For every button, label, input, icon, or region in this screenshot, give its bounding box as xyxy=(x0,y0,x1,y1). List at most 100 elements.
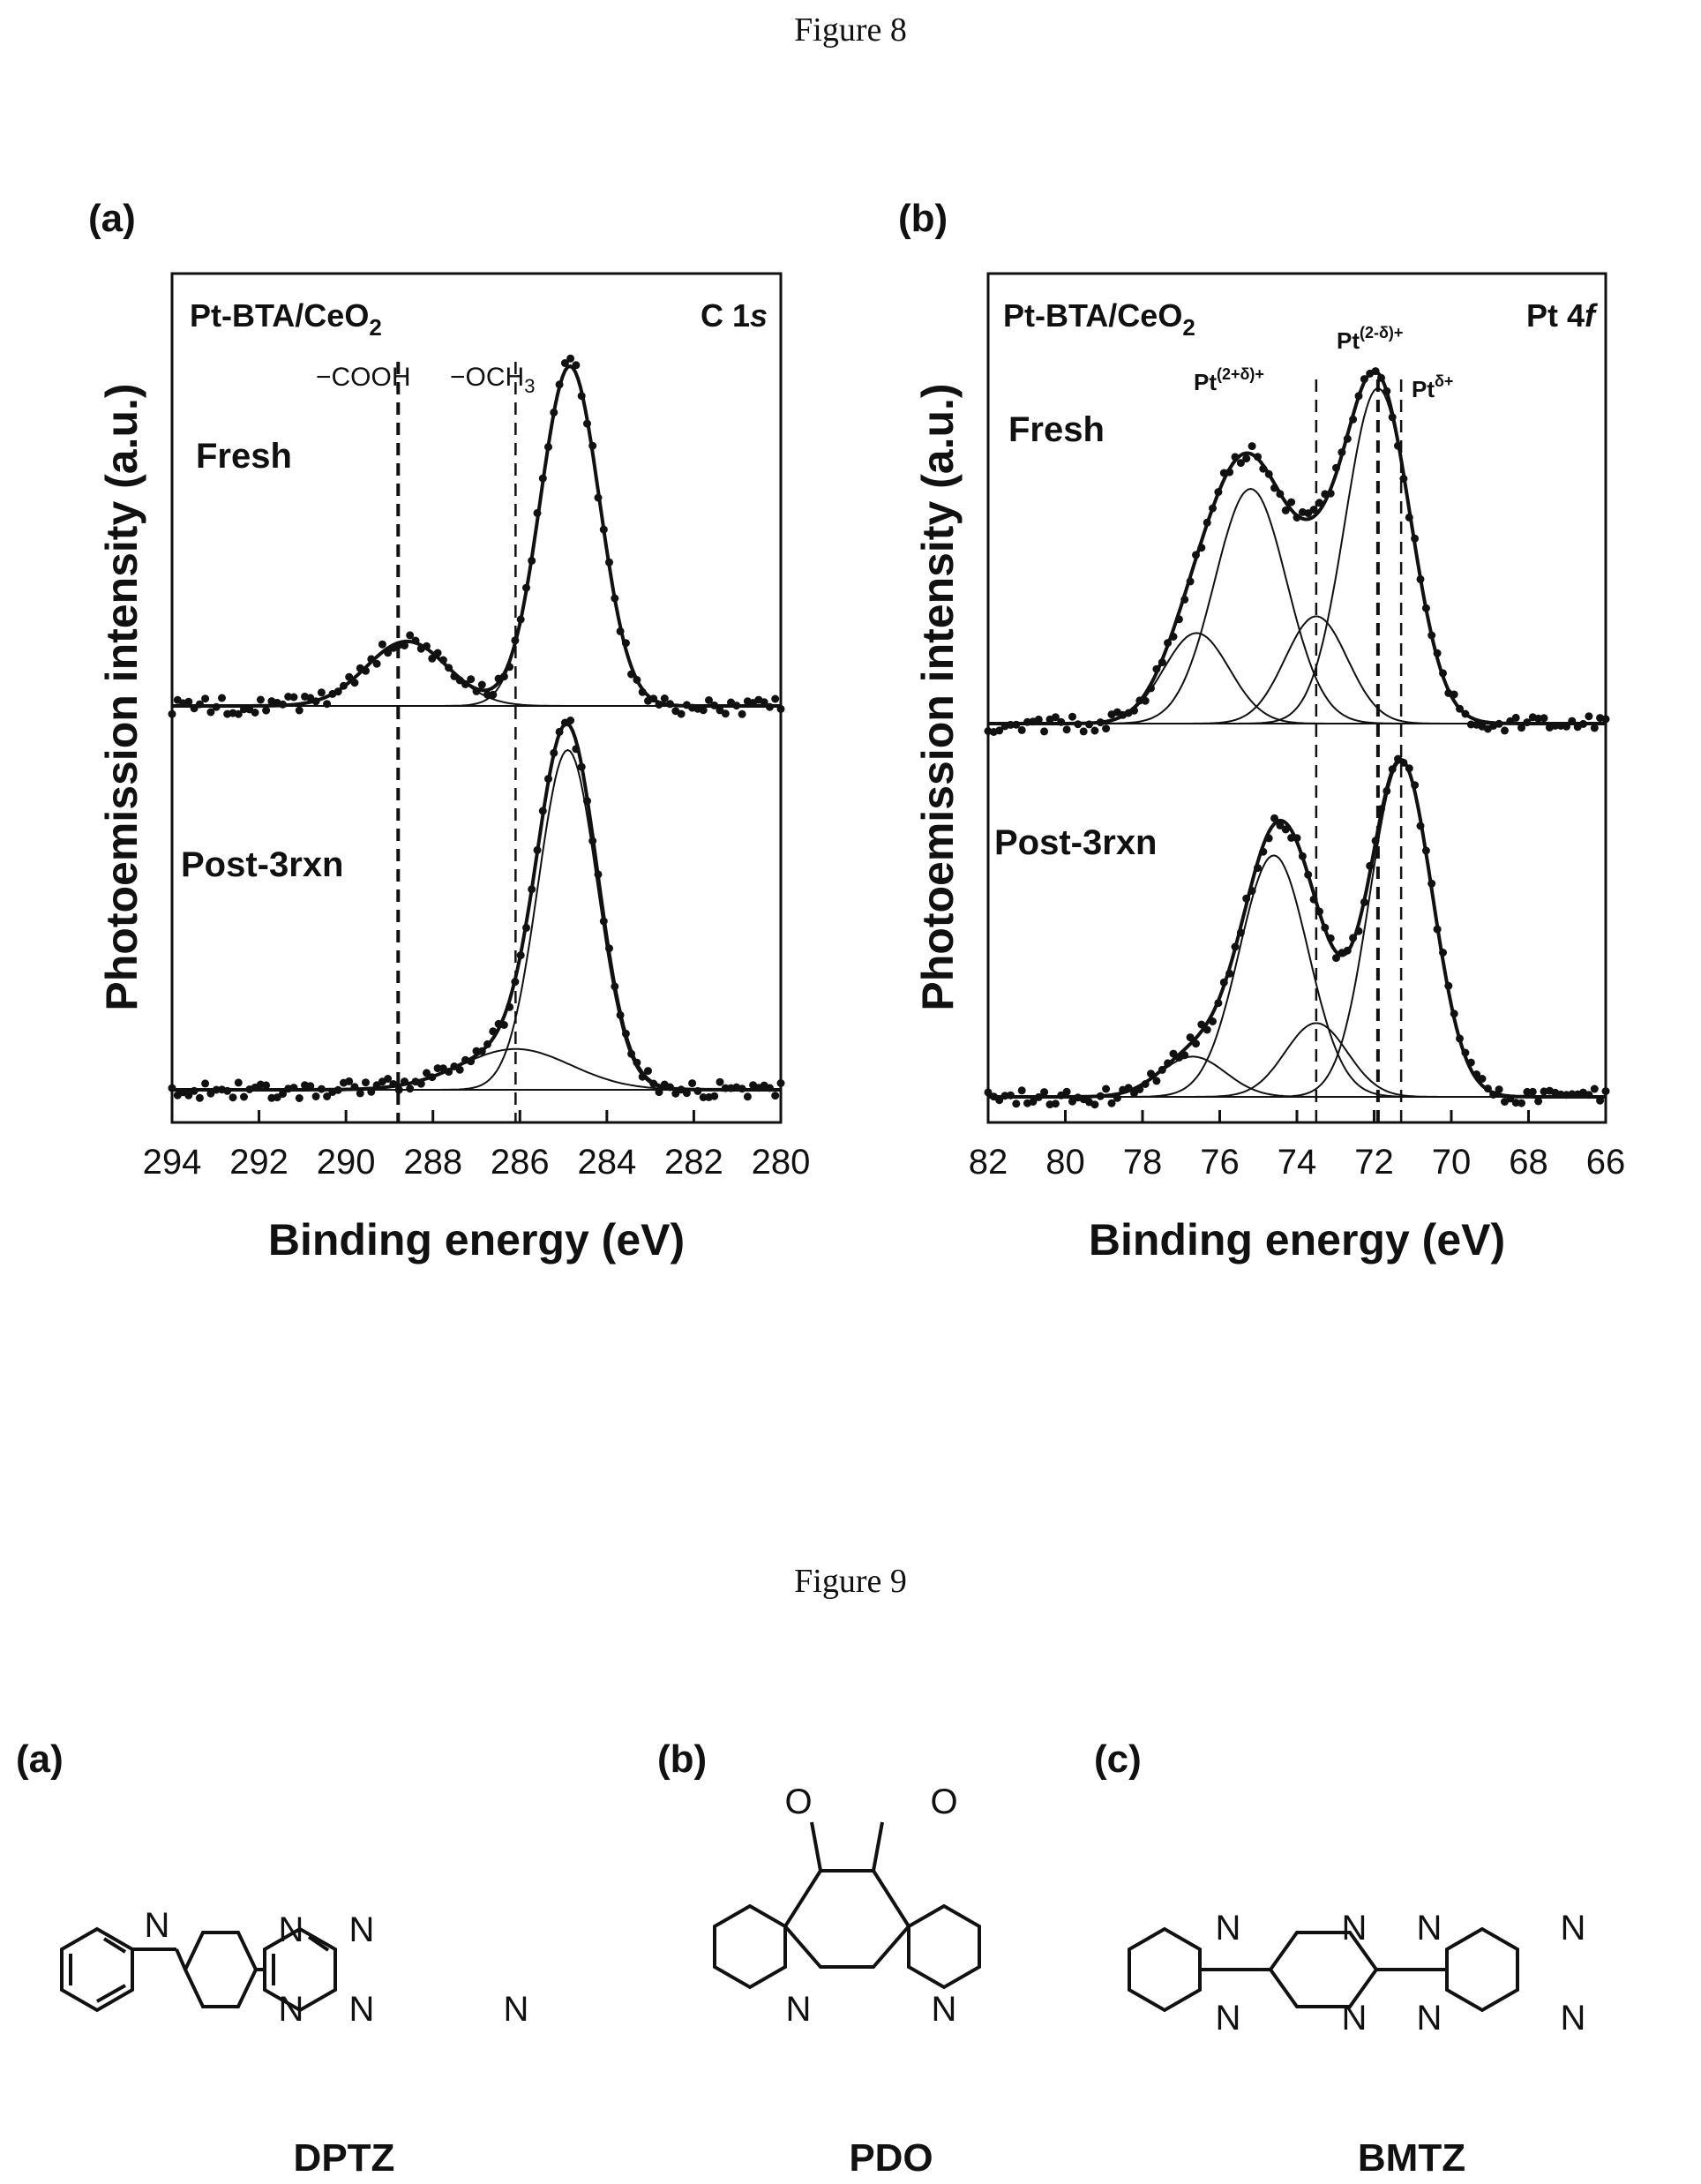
data-point xyxy=(1461,709,1470,718)
data-point xyxy=(416,1079,425,1088)
data-point xyxy=(345,672,354,681)
envelope-fit xyxy=(172,364,781,708)
annotation-cooh: −COOH xyxy=(316,363,411,392)
data-point xyxy=(1130,706,1138,715)
data-point xyxy=(533,508,542,517)
svg-text:N: N xyxy=(145,1906,170,1945)
data-point xyxy=(1180,1051,1189,1060)
panel-a-y-axis-label: Photoemission intensity (a.u.) xyxy=(97,383,146,1010)
data-point xyxy=(776,704,785,713)
data-point xyxy=(627,1049,636,1058)
data-point xyxy=(627,670,636,679)
data-point xyxy=(1231,453,1240,462)
data-point xyxy=(1590,724,1599,732)
data-point xyxy=(1416,574,1425,583)
x-tick-label: 294 xyxy=(143,1143,202,1182)
data-point xyxy=(1236,459,1245,468)
data-point xyxy=(1102,724,1111,733)
data-point xyxy=(577,762,586,771)
data-point xyxy=(594,870,603,879)
data-point xyxy=(1540,714,1548,723)
data-point xyxy=(1214,999,1223,1008)
data-point xyxy=(599,525,608,534)
data-point xyxy=(555,727,564,736)
data-point xyxy=(306,1082,315,1091)
data-point xyxy=(1411,781,1420,790)
data-point xyxy=(168,709,176,718)
data-point xyxy=(223,1086,232,1095)
data-point xyxy=(467,675,476,684)
svg-text:N: N xyxy=(279,1910,304,1949)
x-tick-label: 284 xyxy=(577,1143,636,1182)
bmtz-structure xyxy=(1128,1926,1519,2013)
data-point xyxy=(655,701,663,709)
data-point xyxy=(1102,1084,1111,1093)
panel-b-post-label: Post-3rxn xyxy=(994,823,1158,862)
svg-text:N: N xyxy=(1216,1999,1241,2038)
data-point xyxy=(340,681,348,690)
molecule-c-name: BMTZ xyxy=(1358,2136,1465,2180)
x-tick-label: 286 xyxy=(491,1143,550,1182)
data-point xyxy=(1315,907,1323,916)
data-point xyxy=(201,694,210,703)
panel-a-plot xyxy=(168,354,785,1122)
data-point xyxy=(279,1090,287,1099)
x-tick-label: 70 xyxy=(1432,1143,1472,1182)
data-point xyxy=(1517,724,1525,732)
panel-a-frame xyxy=(170,272,783,1124)
data-point xyxy=(1585,1091,1593,1100)
data-point xyxy=(1304,870,1313,879)
data-point xyxy=(1158,1065,1166,1074)
data-point xyxy=(644,1067,652,1076)
data-point xyxy=(583,419,591,428)
data-point xyxy=(411,636,420,645)
data-point xyxy=(550,408,558,417)
data-point xyxy=(1057,717,1066,726)
data-point xyxy=(705,696,713,704)
x-tick-label: 74 xyxy=(1278,1143,1317,1182)
data-point xyxy=(588,837,597,845)
molecule-a-label: (a) xyxy=(16,1737,64,1781)
data-point xyxy=(995,1096,1004,1105)
data-point xyxy=(649,1079,658,1088)
data-point xyxy=(1326,489,1335,498)
data-point xyxy=(1281,825,1290,834)
data-point xyxy=(771,694,780,703)
envelope-fit xyxy=(988,757,1606,1099)
data-point xyxy=(1501,726,1509,735)
annotation-pt-2minus: Pt(2-δ)+ xyxy=(1337,324,1403,354)
data-point xyxy=(279,700,287,709)
data-point xyxy=(1383,786,1391,795)
data-point xyxy=(528,885,536,894)
data-point xyxy=(1017,1086,1026,1095)
data-point xyxy=(1388,413,1397,422)
data-point xyxy=(317,688,326,697)
data-point xyxy=(295,706,303,715)
data-point xyxy=(1534,1097,1543,1106)
data-point xyxy=(190,704,199,713)
data-point xyxy=(1186,577,1195,586)
data-point xyxy=(1293,834,1301,843)
data-point xyxy=(555,380,564,389)
data-point xyxy=(1456,1034,1464,1043)
data-point xyxy=(1416,822,1425,830)
data-point xyxy=(605,944,613,953)
svg-text:N: N xyxy=(504,1990,529,2029)
data-point xyxy=(506,1002,514,1011)
data-point xyxy=(1186,1033,1195,1042)
svg-text:N: N xyxy=(349,1990,375,2029)
data-point xyxy=(1394,754,1402,763)
data-point xyxy=(289,1084,298,1092)
data-point xyxy=(1169,633,1178,641)
data-point xyxy=(1568,1090,1577,1099)
x-tick-label: 72 xyxy=(1354,1143,1394,1182)
data-point xyxy=(743,1092,752,1101)
data-point xyxy=(251,709,259,717)
data-point xyxy=(544,775,552,784)
panel-b: (b) Pt-BTA/CeO2 Pt 4f Fresh Post-3rxn Pt… xyxy=(898,197,1625,1265)
data-point xyxy=(1601,715,1610,724)
data-point xyxy=(1421,846,1430,855)
molecule-b-label: (b) xyxy=(657,1737,707,1781)
data-point xyxy=(522,583,530,592)
data-point xyxy=(1343,946,1352,955)
